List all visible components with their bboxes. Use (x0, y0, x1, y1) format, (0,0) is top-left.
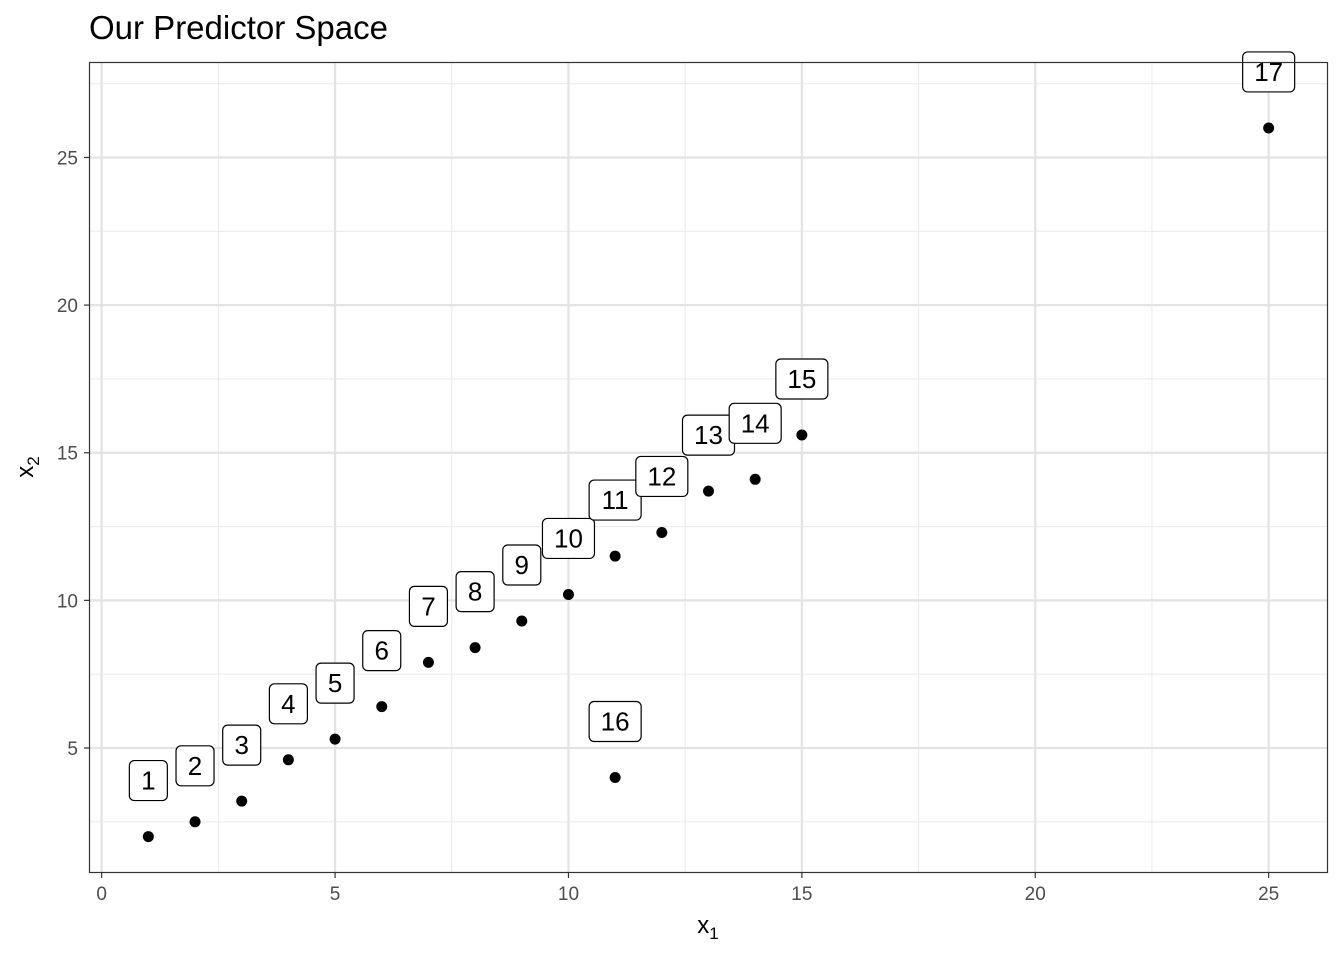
point-label-text: 6 (375, 636, 389, 666)
point-label-text: 3 (234, 730, 248, 760)
data-point (376, 701, 388, 713)
point-label-box (588, 479, 642, 521)
point-label-text: 8 (468, 577, 482, 607)
point-label-box (175, 745, 215, 787)
point-label-box (455, 571, 495, 613)
point-label-text: 11 (602, 485, 629, 515)
data-point (1263, 122, 1275, 134)
point-label: 11 (588, 479, 642, 521)
panel-border (88, 61, 1329, 874)
point-label-box (588, 700, 642, 743)
data-point (562, 588, 574, 600)
point-label-box (502, 544, 542, 586)
point-label-box (362, 630, 402, 672)
point-label: 13 (681, 414, 736, 456)
point-label: 2 (175, 745, 215, 787)
x-tick-label: 0 (96, 884, 107, 905)
x-axis-title-base: x (697, 912, 709, 939)
point-label-text: 1 (141, 766, 155, 796)
point-label-text: 14 (741, 408, 770, 438)
y-tick-label: 10 (57, 591, 78, 612)
x-tick-label: 20 (1025, 884, 1046, 905)
point-label: 14 (728, 402, 782, 444)
data-point (329, 733, 341, 745)
point-label: 8 (455, 571, 495, 613)
point-label-box (268, 683, 308, 725)
point-label-text: 13 (694, 420, 723, 450)
y-tick-label: 20 (57, 296, 78, 317)
x-axis-title: x1 (697, 912, 718, 943)
point-label: 9 (502, 544, 542, 586)
point-label-text: 15 (787, 364, 816, 394)
point-label-text: 16 (601, 707, 630, 737)
x-tick-label: 10 (558, 884, 579, 905)
point-label: 6 (362, 630, 402, 672)
x-axis-title-subscript: 1 (709, 924, 718, 943)
point-label-text: 2 (188, 751, 202, 781)
point-label-box (635, 455, 689, 498)
data-point (282, 754, 294, 766)
point-label-text: 12 (647, 461, 676, 491)
point-label-box (408, 585, 449, 627)
point-label: 1 (128, 759, 168, 802)
point-label: 7 (408, 585, 449, 627)
point-label: 5 (315, 662, 355, 704)
point-label-text: 4 (281, 689, 295, 719)
data-point (516, 615, 528, 627)
point-label-box (315, 662, 355, 704)
data-point (142, 831, 154, 843)
y-tick-label: 5 (67, 739, 78, 760)
data-point (749, 473, 761, 485)
x-tick-label: 5 (330, 884, 341, 905)
data-point (796, 429, 808, 441)
point-label-text: 17 (1254, 57, 1283, 87)
point-label-box (728, 402, 782, 444)
y-axis-title-base: x (12, 466, 39, 478)
point-label-text: 5 (328, 668, 342, 698)
point-label: 3 (222, 724, 262, 766)
point-label-box (128, 759, 168, 802)
data-point (469, 642, 481, 654)
data-points (142, 122, 1275, 843)
point-label: 17 (1242, 51, 1296, 93)
point-label-text: 7 (421, 591, 435, 621)
y-tick-label: 15 (57, 444, 78, 465)
data-point (422, 656, 434, 668)
x-tick-label: 25 (1258, 884, 1279, 905)
point-label: 16 (588, 700, 642, 743)
y-axis-title-subscript: 2 (24, 456, 43, 465)
point-label: 4 (268, 683, 308, 725)
grid (90, 63, 1327, 872)
point-label: 10 (541, 517, 596, 560)
point-label-text: 10 (554, 523, 583, 553)
point-label-box (222, 724, 262, 766)
y-tick-label: 25 (57, 148, 78, 169)
point-label-text: 9 (515, 550, 529, 580)
point-label: 12 (635, 455, 689, 498)
y-axis-title: x2 (12, 456, 43, 477)
x-tick-label: 15 (791, 884, 812, 905)
point-label-box (775, 358, 829, 400)
data-point (609, 772, 621, 784)
data-point (236, 795, 248, 807)
data-point (189, 816, 201, 828)
point-label: 15 (775, 358, 829, 400)
point-label-box (541, 517, 596, 560)
data-point (609, 550, 621, 562)
chart-title: Our Predictor Space (89, 9, 388, 46)
data-point (703, 485, 714, 497)
data-point (656, 526, 668, 538)
